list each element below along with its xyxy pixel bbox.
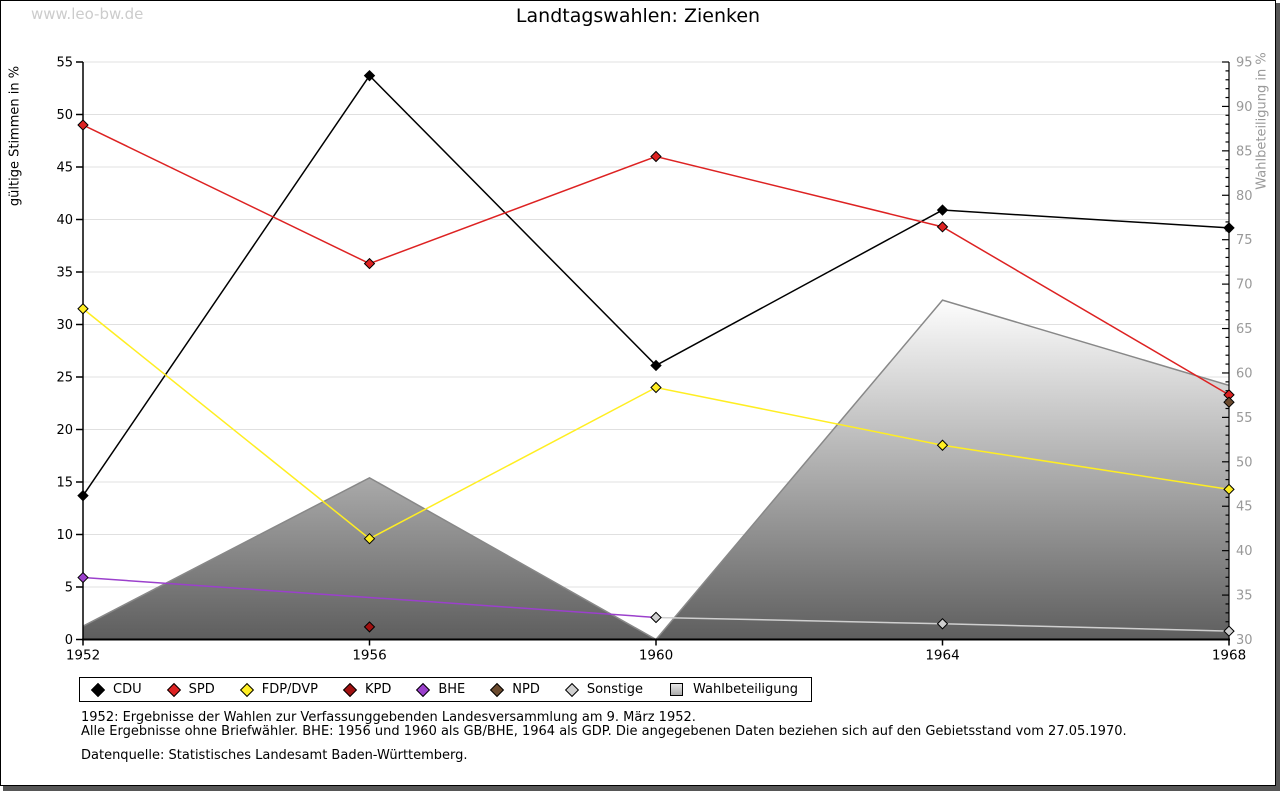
- svg-text:60: 60: [1236, 366, 1253, 381]
- svg-text:1960: 1960: [639, 648, 673, 664]
- series-markers-NPD: [1223, 396, 1235, 408]
- svg-text:55: 55: [56, 56, 73, 71]
- legend-label-SPD: SPD: [188, 682, 215, 697]
- legend-marker-SPD: [166, 682, 181, 697]
- watermark: www.leo-bw.de: [31, 5, 144, 23]
- legend-label-Sonstige: Sonstige: [586, 682, 644, 697]
- legend-item-FDP/DVP: FDP/DVP: [239, 682, 318, 697]
- svg-text:5: 5: [65, 581, 73, 596]
- svg-text:40: 40: [1236, 544, 1253, 559]
- svg-text:15: 15: [56, 476, 73, 491]
- turnout-area: [82, 299, 1230, 641]
- svg-text:45: 45: [56, 161, 73, 176]
- svg-text:55: 55: [1236, 411, 1253, 426]
- legend-label-KPD: KPD: [364, 682, 392, 697]
- legend-item-SPD: SPD: [166, 682, 215, 697]
- footnote-source: Datenquelle: Statistisches Landesamt Bad…: [81, 748, 468, 763]
- legend-item-CDU: CDU: [90, 682, 142, 697]
- svg-text:30: 30: [56, 318, 73, 333]
- axes: 0 5 10 15 20 25 30 35 40 45 50 55 30 35 40 45 50 55 60 65 70…: [56, 56, 1252, 664]
- svg-text:50: 50: [1236, 455, 1253, 470]
- window-shadow-right: [1276, 3, 1280, 791]
- legend-item-BHE: BHE: [416, 682, 466, 697]
- svg-text:35: 35: [1236, 589, 1253, 604]
- series-line-BHE: [82, 576, 657, 619]
- legend-item-Sonstige: Sonstige: [564, 682, 644, 697]
- svg-text:35: 35: [56, 266, 73, 281]
- svg-text:30: 30: [1236, 633, 1253, 648]
- series-markers-SPD: [77, 119, 1235, 401]
- svg-text:25: 25: [56, 371, 73, 386]
- svg-text:1952: 1952: [66, 648, 100, 664]
- svg-text:80: 80: [1236, 189, 1253, 204]
- footnote-general: Alle Ergebnisse ohne Briefwähler. BHE: 1…: [81, 724, 1127, 739]
- svg-text:65: 65: [1236, 322, 1253, 337]
- legend-label-BHE: BHE: [438, 682, 466, 697]
- svg-text:1968: 1968: [1212, 648, 1246, 664]
- svg-text:40: 40: [56, 213, 73, 228]
- svg-text:1956: 1956: [352, 648, 386, 664]
- legend-marker-CDU: [90, 682, 106, 697]
- svg-text:85: 85: [1236, 144, 1253, 159]
- svg-text:0: 0: [65, 633, 73, 648]
- series-markers-Sonstige: [650, 611, 1235, 637]
- legend-item-NPD: NPD: [490, 682, 540, 697]
- legend-marker-KPD: [342, 682, 358, 697]
- svg-text:90: 90: [1236, 100, 1253, 115]
- svg-text:10: 10: [56, 528, 73, 543]
- svg-text:45: 45: [1236, 500, 1253, 515]
- legend-item-KPD: KPD: [342, 682, 392, 697]
- legend-marker-BHE: [416, 682, 431, 697]
- series-markers-KPD: [363, 621, 376, 633]
- chart-title: Landtagswahlen: Zienken: [515, 5, 761, 27]
- svg-text:50: 50: [56, 108, 73, 123]
- legend-label-CDU: CDU: [113, 682, 142, 697]
- legend-item-Wahlbeteiligung: Wahlbeteiligung: [670, 682, 798, 697]
- svg-text:75: 75: [1236, 233, 1253, 248]
- legend-marker-Wahlbeteiligung: [670, 683, 684, 696]
- footnote-1952: 1952: Ergebnisse der Wahlen zur Verfassu…: [81, 710, 696, 725]
- plot-area: 0 5 10 15 20 25 30 35 40 45 50 55 30 35 40 45 50 55 60 65 70…: [56, 56, 1252, 664]
- legend-marker-NPD: [490, 682, 505, 697]
- series-markers-FDP/DVP: [77, 303, 1235, 545]
- legend-label-FDP/DVP: FDP/DVP: [261, 682, 318, 697]
- window-shadow-bottom: [3, 786, 1280, 791]
- svg-text:95: 95: [1236, 56, 1253, 71]
- legend-label-NPD: NPD: [512, 682, 540, 697]
- legend-label-Wahlbeteiligung: Wahlbeteiligung: [693, 682, 799, 697]
- svg-text:1964: 1964: [925, 648, 959, 664]
- svg-text:70: 70: [1236, 278, 1253, 293]
- legend-marker-Sonstige: [564, 682, 579, 697]
- legend-marker-FDP/DVP: [239, 682, 254, 697]
- series-markers-CDU: [77, 69, 1235, 502]
- svg-text:20: 20: [56, 423, 73, 438]
- legend: CDU SPD FDP/DVP KPD BHE NPD Sonstige Wahlbeteil…: [79, 677, 813, 702]
